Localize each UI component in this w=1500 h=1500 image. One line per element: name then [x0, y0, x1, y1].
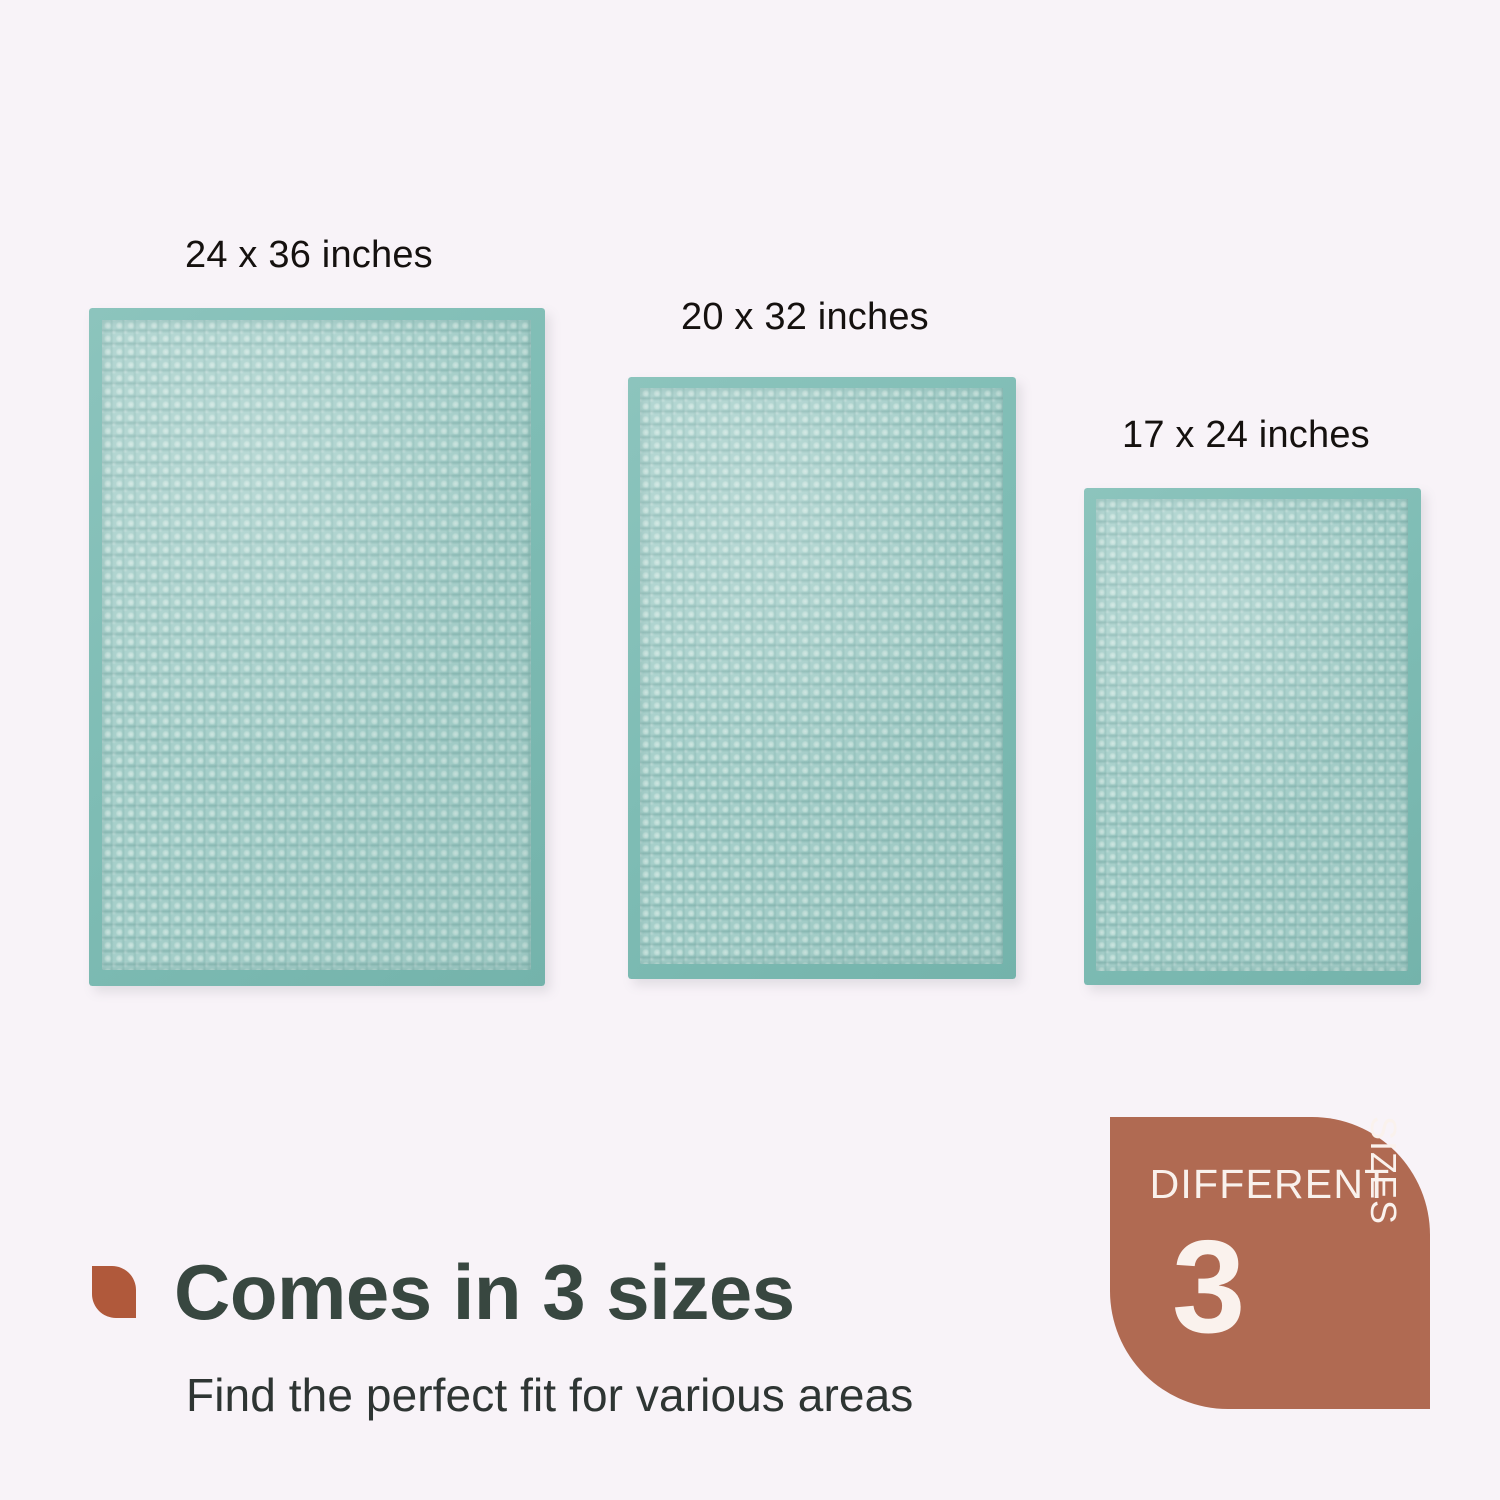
badge-side-label: SIZES: [1363, 1115, 1404, 1225]
size-label-large: 24 x 36 inches: [185, 234, 433, 276]
page-subheadline: Find the perfect fit for various areas: [186, 1369, 914, 1421]
size-label-small: 17 x 24 inches: [1122, 414, 1370, 456]
badge-count-number: 3: [1172, 1213, 1245, 1360]
size-label-medium: 20 x 32 inches: [681, 296, 929, 338]
different-sizes-badge: DIFFERENT 3 SIZES: [1110, 1115, 1430, 1409]
badge-top-label: DIFFERENT: [1149, 1161, 1391, 1207]
rug-pile-texture: [102, 320, 531, 970]
rug-pile-texture: [640, 388, 1003, 964]
leaf-marker-icon: [92, 1266, 136, 1318]
rug-image-small: [1084, 488, 1421, 985]
rug-image-large: [89, 308, 545, 986]
rug-pile-texture: [1096, 499, 1408, 971]
page-headline: Comes in 3 sizes: [174, 1248, 795, 1336]
rug-image-medium: [628, 377, 1016, 979]
